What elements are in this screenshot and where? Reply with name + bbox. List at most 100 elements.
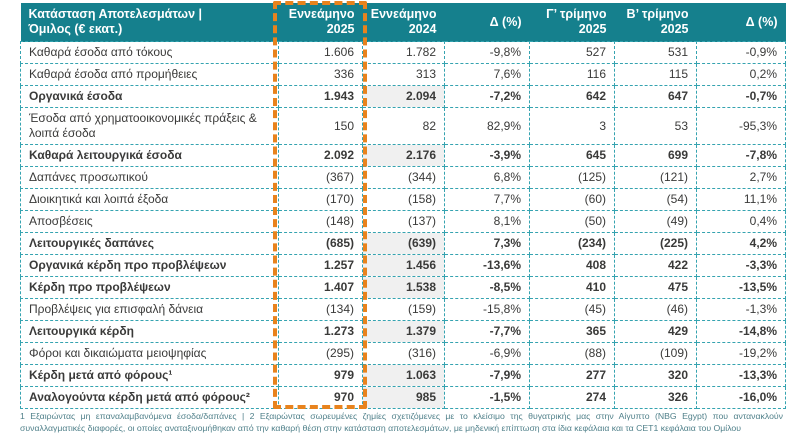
value-cell: 53 bbox=[614, 107, 697, 145]
table-body: Καθαρά έσοδα από τόκους 1.606 1.782 -9,8% 52… bbox=[20, 41, 786, 409]
value-cell: (367) bbox=[278, 166, 363, 189]
value-cell: 7,7% bbox=[444, 188, 530, 211]
table-row: Αναλογούντα κέρδη μετά από φόρους² 970 985… bbox=[20, 386, 786, 409]
value-cell: 1.943 bbox=[278, 85, 363, 108]
row-label: Λειτουργικές δαπάνες bbox=[20, 232, 279, 255]
value-cell: 116 bbox=[529, 63, 615, 86]
value-cell: -1,3% bbox=[696, 298, 786, 321]
value-cell: -3,9% bbox=[444, 144, 530, 167]
value-cell: 2,7% bbox=[696, 166, 786, 189]
value-cell: 365 bbox=[529, 320, 615, 343]
row-label: Καθαρά έσοδα από προμήθειες bbox=[20, 63, 279, 86]
value-cell: (54) bbox=[614, 188, 697, 211]
row-label: Έσοδα από χρηματοοικονομικές πράξεις & λ… bbox=[20, 107, 279, 145]
value-cell: 699 bbox=[614, 144, 697, 167]
value-cell: 82,9% bbox=[444, 107, 530, 145]
value-cell: 1.407 bbox=[278, 276, 363, 299]
value-cell: -0,9% bbox=[696, 41, 786, 64]
row-label: Αναλογούντα κέρδη μετά από φόρους² bbox=[20, 386, 279, 409]
header-delta-qoq: Δ (%) bbox=[696, 3, 786, 42]
table-row: Οργανικά έσοδα 1.943 2.094 -7,2% 642 647 -0,7% bbox=[20, 85, 786, 108]
value-cell: 1.379 bbox=[362, 320, 445, 343]
value-cell: 274 bbox=[529, 386, 615, 409]
value-cell: (639) bbox=[362, 232, 445, 255]
value-cell: 429 bbox=[614, 320, 697, 343]
value-cell: 531 bbox=[614, 41, 697, 64]
value-cell: -13,3% bbox=[696, 364, 786, 387]
value-cell: 642 bbox=[529, 85, 615, 108]
value-cell: 1.782 bbox=[362, 41, 445, 64]
value-cell: -14,8% bbox=[696, 320, 786, 343]
value-cell: 7,3% bbox=[444, 232, 530, 255]
value-cell: (88) bbox=[529, 342, 615, 365]
table-row: Προβλέψεις για επισφαλή δάνεια (134) (159)… bbox=[20, 298, 786, 321]
table-row: Κέρδη προ προβλέψεων 1.407 1.538 -8,5% 410 47… bbox=[20, 276, 786, 299]
value-cell: 2.176 bbox=[362, 144, 445, 167]
value-cell: 320 bbox=[614, 364, 697, 387]
income-statement-table: Κατάσταση Αποτελεσμάτων | Όμιλος (€ εκατ… bbox=[20, 3, 786, 409]
table-row: Αποσβέσεις (148) (137) 8,1% (50) (49) 0,4% bbox=[20, 210, 786, 233]
value-cell: 0,2% bbox=[696, 63, 786, 86]
results-table-wrap: Κατάσταση Αποτελεσμάτων | Όμιλος (€ εκατ… bbox=[20, 3, 786, 409]
table-row: Διοικητικά και λοιπά έξοδα (170) (158) 7,7%… bbox=[20, 188, 786, 211]
value-cell: (45) bbox=[529, 298, 615, 321]
value-cell: (148) bbox=[278, 210, 363, 233]
value-cell: 1.257 bbox=[278, 254, 363, 277]
value-cell: 2.092 bbox=[278, 144, 363, 167]
value-cell: -9,8% bbox=[444, 41, 530, 64]
value-cell: -13,5% bbox=[696, 276, 786, 299]
header-9m-2024: Εννεάμηνο 2024 bbox=[362, 3, 445, 42]
value-cell: (49) bbox=[614, 210, 697, 233]
value-cell: 7,6% bbox=[444, 63, 530, 86]
table-row: Καθαρά έσοδα από τόκους 1.606 1.782 -9,8% 52… bbox=[20, 41, 786, 64]
value-cell: (60) bbox=[529, 188, 615, 211]
header-statement-title: Κατάσταση Αποτελεσμάτων | Όμιλος (€ εκατ… bbox=[20, 3, 279, 42]
value-cell: 4,2% bbox=[696, 232, 786, 255]
value-cell: (234) bbox=[529, 232, 615, 255]
table-row: Φόροι και δικαιώματα μειοψηφίας (295) (316… bbox=[20, 342, 786, 365]
value-cell: -8,5% bbox=[444, 276, 530, 299]
header-q2-2025: Β’ τρίμηνο 2025 bbox=[614, 3, 697, 42]
value-cell: 475 bbox=[614, 276, 697, 299]
header-q3-2025: Γ’ τρίμηνο 2025 bbox=[529, 3, 615, 42]
value-cell: 82 bbox=[362, 107, 445, 145]
value-cell: 970 bbox=[278, 386, 363, 409]
value-cell: 422 bbox=[614, 254, 697, 277]
row-label: Κέρδη προ προβλέψεων bbox=[20, 276, 279, 299]
value-cell: -7,7% bbox=[444, 320, 530, 343]
value-cell: 2.094 bbox=[362, 85, 445, 108]
header-delta-yoy: Δ (%) bbox=[444, 3, 530, 42]
value-cell: (170) bbox=[278, 188, 363, 211]
value-cell: (50) bbox=[529, 210, 615, 233]
value-cell: (159) bbox=[362, 298, 445, 321]
footnote-text: 1 Εξαιρώντας μη επαναλαμβανόμενα έσοδα/δ… bbox=[20, 411, 783, 434]
row-label: Οργανικά έσοδα bbox=[20, 85, 279, 108]
value-cell: 1.606 bbox=[278, 41, 363, 64]
value-cell: -95,3% bbox=[696, 107, 786, 145]
row-label: Διοικητικά και λοιπά έξοδα bbox=[20, 188, 279, 211]
value-cell: 410 bbox=[529, 276, 615, 299]
value-cell: -16,0% bbox=[696, 386, 786, 409]
value-cell: 1.063 bbox=[362, 364, 445, 387]
value-cell: (225) bbox=[614, 232, 697, 255]
row-label: Φόροι και δικαιώματα μειοψηφίας bbox=[20, 342, 279, 365]
value-cell: 1.456 bbox=[362, 254, 445, 277]
table-row: Καθαρά λειτουργικά έσοδα 2.092 2.176 -3,9% 6… bbox=[20, 144, 786, 167]
value-cell: 645 bbox=[529, 144, 615, 167]
value-cell: 115 bbox=[614, 63, 697, 86]
value-cell: -3,3% bbox=[696, 254, 786, 277]
value-cell: 527 bbox=[529, 41, 615, 64]
value-cell: (344) bbox=[362, 166, 445, 189]
table-row: Οργανικά κέρδη προ προβλέψεων 1.257 1.456-… bbox=[20, 254, 786, 277]
value-cell: -13,6% bbox=[444, 254, 530, 277]
value-cell: 326 bbox=[614, 386, 697, 409]
value-cell: (109) bbox=[614, 342, 697, 365]
table-row: Κέρδη μετά από φόρους¹ 979 1.063 -7,9% 277 32… bbox=[20, 364, 786, 387]
value-cell: -6,9% bbox=[444, 342, 530, 365]
table-row: Λειτουργικές δαπάνες (685) (639) 7,3% (234)(… bbox=[20, 232, 786, 255]
table-row: Έσοδα από χρηματοοικονομικές πράξεις & λ… bbox=[20, 107, 786, 145]
value-cell: 408 bbox=[529, 254, 615, 277]
value-cell: (125) bbox=[529, 166, 615, 189]
row-label: Καθαρά έσοδα από τόκους bbox=[20, 41, 279, 64]
